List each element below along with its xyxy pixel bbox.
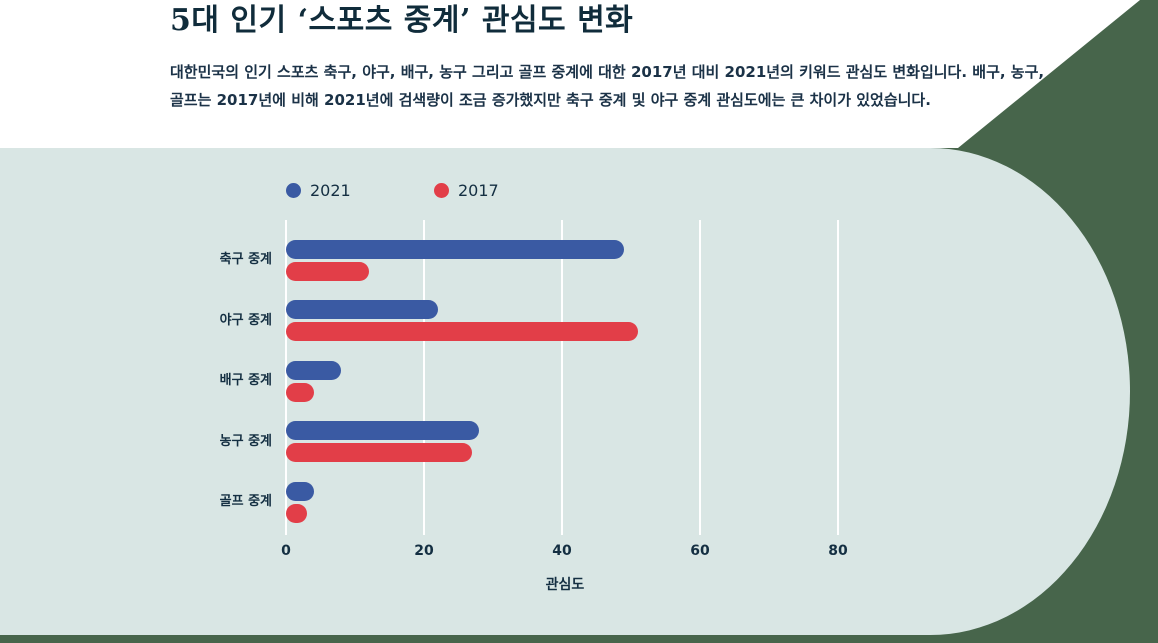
- category-label: 축구 중계: [219, 252, 272, 267]
- legend-dot-2021-icon: [286, 183, 301, 198]
- gridline-0: [285, 220, 287, 535]
- x-axis-title: 관심도: [545, 577, 585, 593]
- gridline-60: [699, 220, 701, 535]
- page-title: 5대 인기 ‘스포츠 중계’ 관심도 변화: [170, 3, 634, 38]
- legend-label-2017: 2017: [458, 181, 499, 200]
- x-tick-label-0: 0: [281, 543, 291, 559]
- bar-2017: [286, 261, 369, 281]
- legend-item-2017: 2017: [434, 181, 499, 200]
- category-label: 배구 중계: [219, 373, 272, 388]
- x-tick-label-60: 60: [690, 543, 710, 559]
- legend-dot-2017-icon: [434, 183, 449, 198]
- page-subtitle: 대한민국의 인기 스포츠 축구, 야구, 배구, 농구 그리고 골프 중계에 대…: [170, 63, 1045, 109]
- legend-label-2021: 2021: [310, 181, 351, 200]
- category-label: 농구 중계: [219, 433, 272, 449]
- gridline-20: [423, 220, 425, 535]
- category-label: 골프 중계: [219, 494, 272, 509]
- x-tick-label-40: 40: [552, 543, 572, 559]
- top-white-section: 5대 인기 ‘스포츠 중계’ 관심도 변화 대한민국의 인기 스포츠 축구, 야…: [0, 0, 1140, 148]
- bar-2021: [286, 239, 625, 259]
- bar-2021: [286, 360, 342, 380]
- gridline-40: [561, 220, 563, 535]
- bar-2017: [286, 382, 314, 402]
- bar-2021: [286, 300, 438, 319]
- x-tick-label-80: 80: [828, 543, 848, 559]
- bar-2017: [286, 322, 638, 341]
- legend-item-2021: 2021: [286, 181, 351, 200]
- category-label: 야구 중계: [219, 312, 272, 328]
- bar-2017: [286, 503, 307, 523]
- bar-2021: [286, 481, 314, 501]
- bar-2017: [286, 443, 473, 462]
- gridline-80: [837, 220, 839, 535]
- chart-legend: 2021 2017: [0, 181, 1130, 201]
- bar-2021: [286, 421, 480, 440]
- x-tick-label-20: 20: [414, 543, 434, 559]
